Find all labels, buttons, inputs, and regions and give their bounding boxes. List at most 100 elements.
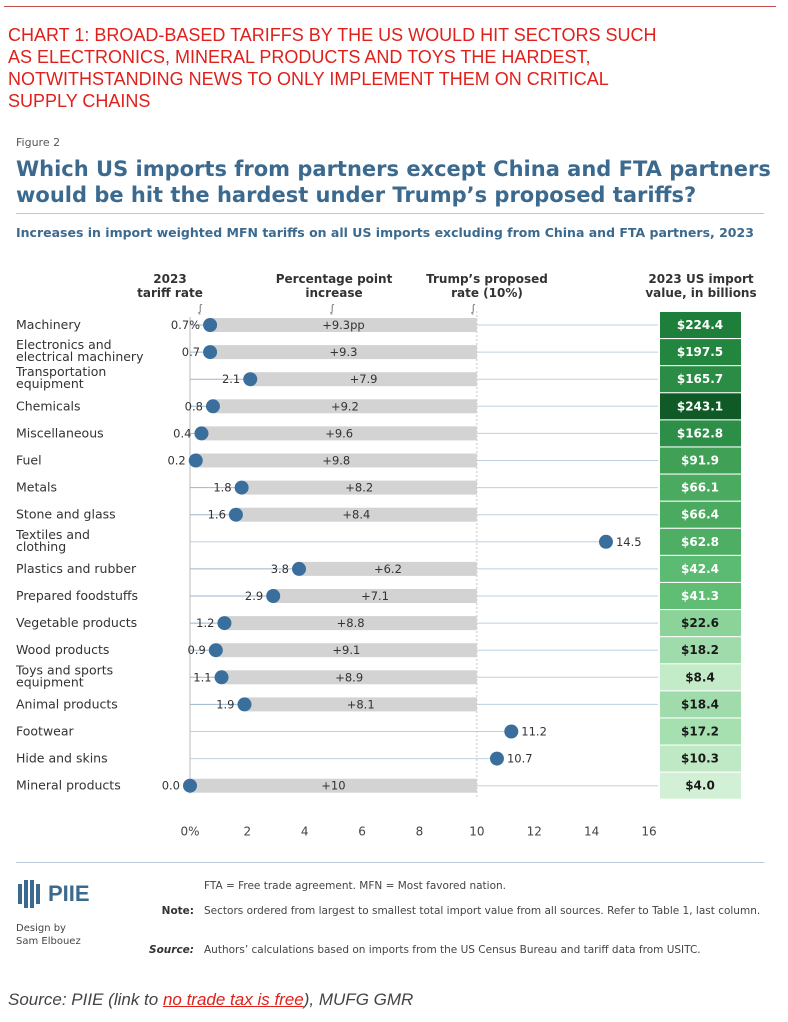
rate-dot xyxy=(205,399,220,414)
rate-label: 0.4 xyxy=(173,426,191,440)
import-value-label: $165.7 xyxy=(677,372,723,386)
sector-label: Plastics and rubber xyxy=(16,561,137,576)
tariff-chart: Machinery +9.3pp 0.7% $224.4 Electronics and… xyxy=(15,311,741,839)
import-value-label: $4.0 xyxy=(685,779,715,793)
import-value-label: $224.4 xyxy=(677,318,723,332)
increase-bar xyxy=(235,507,477,522)
rate-label: 0.0 xyxy=(162,779,180,793)
import-value-cell xyxy=(660,420,741,447)
top-rule xyxy=(4,6,776,7)
sector-label: Toys and sports equipment xyxy=(15,662,113,689)
x-tick-label: 2 xyxy=(244,825,252,839)
increase-bar xyxy=(244,697,477,712)
import-value-cell xyxy=(660,610,741,637)
sector-label: Hide and skins xyxy=(16,751,108,766)
rate-label: 2.1 xyxy=(222,372,240,386)
sector-label: Machinery xyxy=(16,317,81,332)
rate-label: 3.8 xyxy=(271,562,289,576)
piie-logo: PIIE xyxy=(16,880,90,908)
x-tick-label: 4 xyxy=(301,825,309,839)
import-value-label: $42.4 xyxy=(681,562,719,576)
x-tick-label: 12 xyxy=(527,825,542,839)
import-value-cell xyxy=(660,501,741,528)
rate-label: 1.9 xyxy=(216,697,234,711)
increase-label: +8.9 xyxy=(335,670,363,684)
column-header-tariff-rate: 2023 tariff rate xyxy=(137,272,203,300)
import-value-cell xyxy=(660,691,741,718)
increase-bar xyxy=(250,372,477,387)
sector-label: Transportation equipment xyxy=(15,364,106,391)
sector-label: Fuel xyxy=(16,453,42,468)
rate-dot xyxy=(292,561,307,576)
rate-label: 0.9 xyxy=(188,643,206,657)
x-tick-label: 8 xyxy=(416,825,424,839)
figure-title: Which US imports from partners except Ch… xyxy=(16,157,771,207)
import-value-label: $91.9 xyxy=(681,454,719,468)
sector-label: Prepared foodstuffs xyxy=(16,588,138,603)
import-value-cell xyxy=(660,312,741,338)
rate-dot xyxy=(188,453,203,468)
title-divider xyxy=(16,213,764,214)
source-label: Source: xyxy=(149,944,194,956)
increase-label: +9.2 xyxy=(331,399,359,413)
rate-dot xyxy=(598,534,613,549)
rate-label: 0.7 xyxy=(182,345,200,359)
sector-label: Textiles and clothing xyxy=(15,527,90,554)
increase-label: +7.9 xyxy=(350,372,378,386)
x-tick-label: 6 xyxy=(358,825,366,839)
rate-dot xyxy=(203,318,218,332)
increase-label: +8.8 xyxy=(337,616,365,630)
increase-label: +9.8 xyxy=(322,454,350,468)
sector-label: Animal products xyxy=(16,696,118,711)
import-value-label: $66.1 xyxy=(681,481,719,495)
rate-dot xyxy=(208,643,223,658)
increase-bar xyxy=(221,670,477,685)
rate-dot xyxy=(228,507,243,522)
rate-dot xyxy=(489,751,504,766)
sector-label: Miscellaneous xyxy=(16,425,104,440)
sector-label: Stone and glass xyxy=(16,507,116,522)
column-header-import-value: 2023 US import value, in billions xyxy=(645,272,757,300)
increase-bar xyxy=(195,453,477,468)
designer-credit: Design by Sam Elbouez xyxy=(16,923,81,947)
rate-label: 1.8 xyxy=(213,481,231,495)
import-value-label: $17.2 xyxy=(681,725,719,739)
increase-label: +6.2 xyxy=(374,562,402,576)
column-header-proposed-rate: Trump’s proposed rate (10%) xyxy=(426,272,548,300)
sector-label: Footwear xyxy=(16,724,75,739)
increase-bar xyxy=(273,589,477,603)
sector-label: Metals xyxy=(16,480,57,495)
x-tick-label: 16 xyxy=(641,825,656,839)
chart-heading: Chart 1: Broad-based tariffs by the US w… xyxy=(8,25,657,111)
note-text: Sectors ordered from largest to smallest… xyxy=(204,905,761,917)
sector-label: Chemicals xyxy=(16,398,81,413)
increase-bar xyxy=(224,616,477,631)
import-value-label: $18.2 xyxy=(681,643,719,657)
rate-dot xyxy=(266,589,281,603)
tariff-rate-arrow-icon: ᶘ xyxy=(199,302,202,315)
import-value-cell xyxy=(660,583,741,609)
rate-dot xyxy=(237,697,252,712)
source-prefix: Source: PIIE (link to xyxy=(8,990,163,1009)
increase-label: +9.3 xyxy=(330,345,358,359)
import-value-cell xyxy=(660,772,741,799)
import-value-cell xyxy=(660,664,741,691)
increase-bar xyxy=(201,426,477,441)
import-value-label: $62.8 xyxy=(681,535,719,549)
rate-label: 1.2 xyxy=(196,616,214,630)
import-value-cell xyxy=(660,366,741,393)
import-value-cell xyxy=(660,637,741,664)
rate-dot xyxy=(194,426,209,441)
source-line: Source: PIIE (link to no trade tax is fr… xyxy=(8,990,413,1010)
rate-dot xyxy=(214,670,229,685)
increase-label: +9.3pp xyxy=(322,318,365,332)
rate-dot xyxy=(183,778,197,793)
increase-bar xyxy=(210,318,477,332)
sector-label: Wood products xyxy=(16,642,109,657)
source-link[interactable]: no trade tax is free xyxy=(162,990,304,1009)
import-value-label: $22.6 xyxy=(681,616,719,630)
increase-bar xyxy=(190,778,477,793)
increase-label: +10 xyxy=(321,779,345,793)
rate-label: 11.2 xyxy=(521,725,547,739)
import-value-label: $18.4 xyxy=(681,697,719,711)
